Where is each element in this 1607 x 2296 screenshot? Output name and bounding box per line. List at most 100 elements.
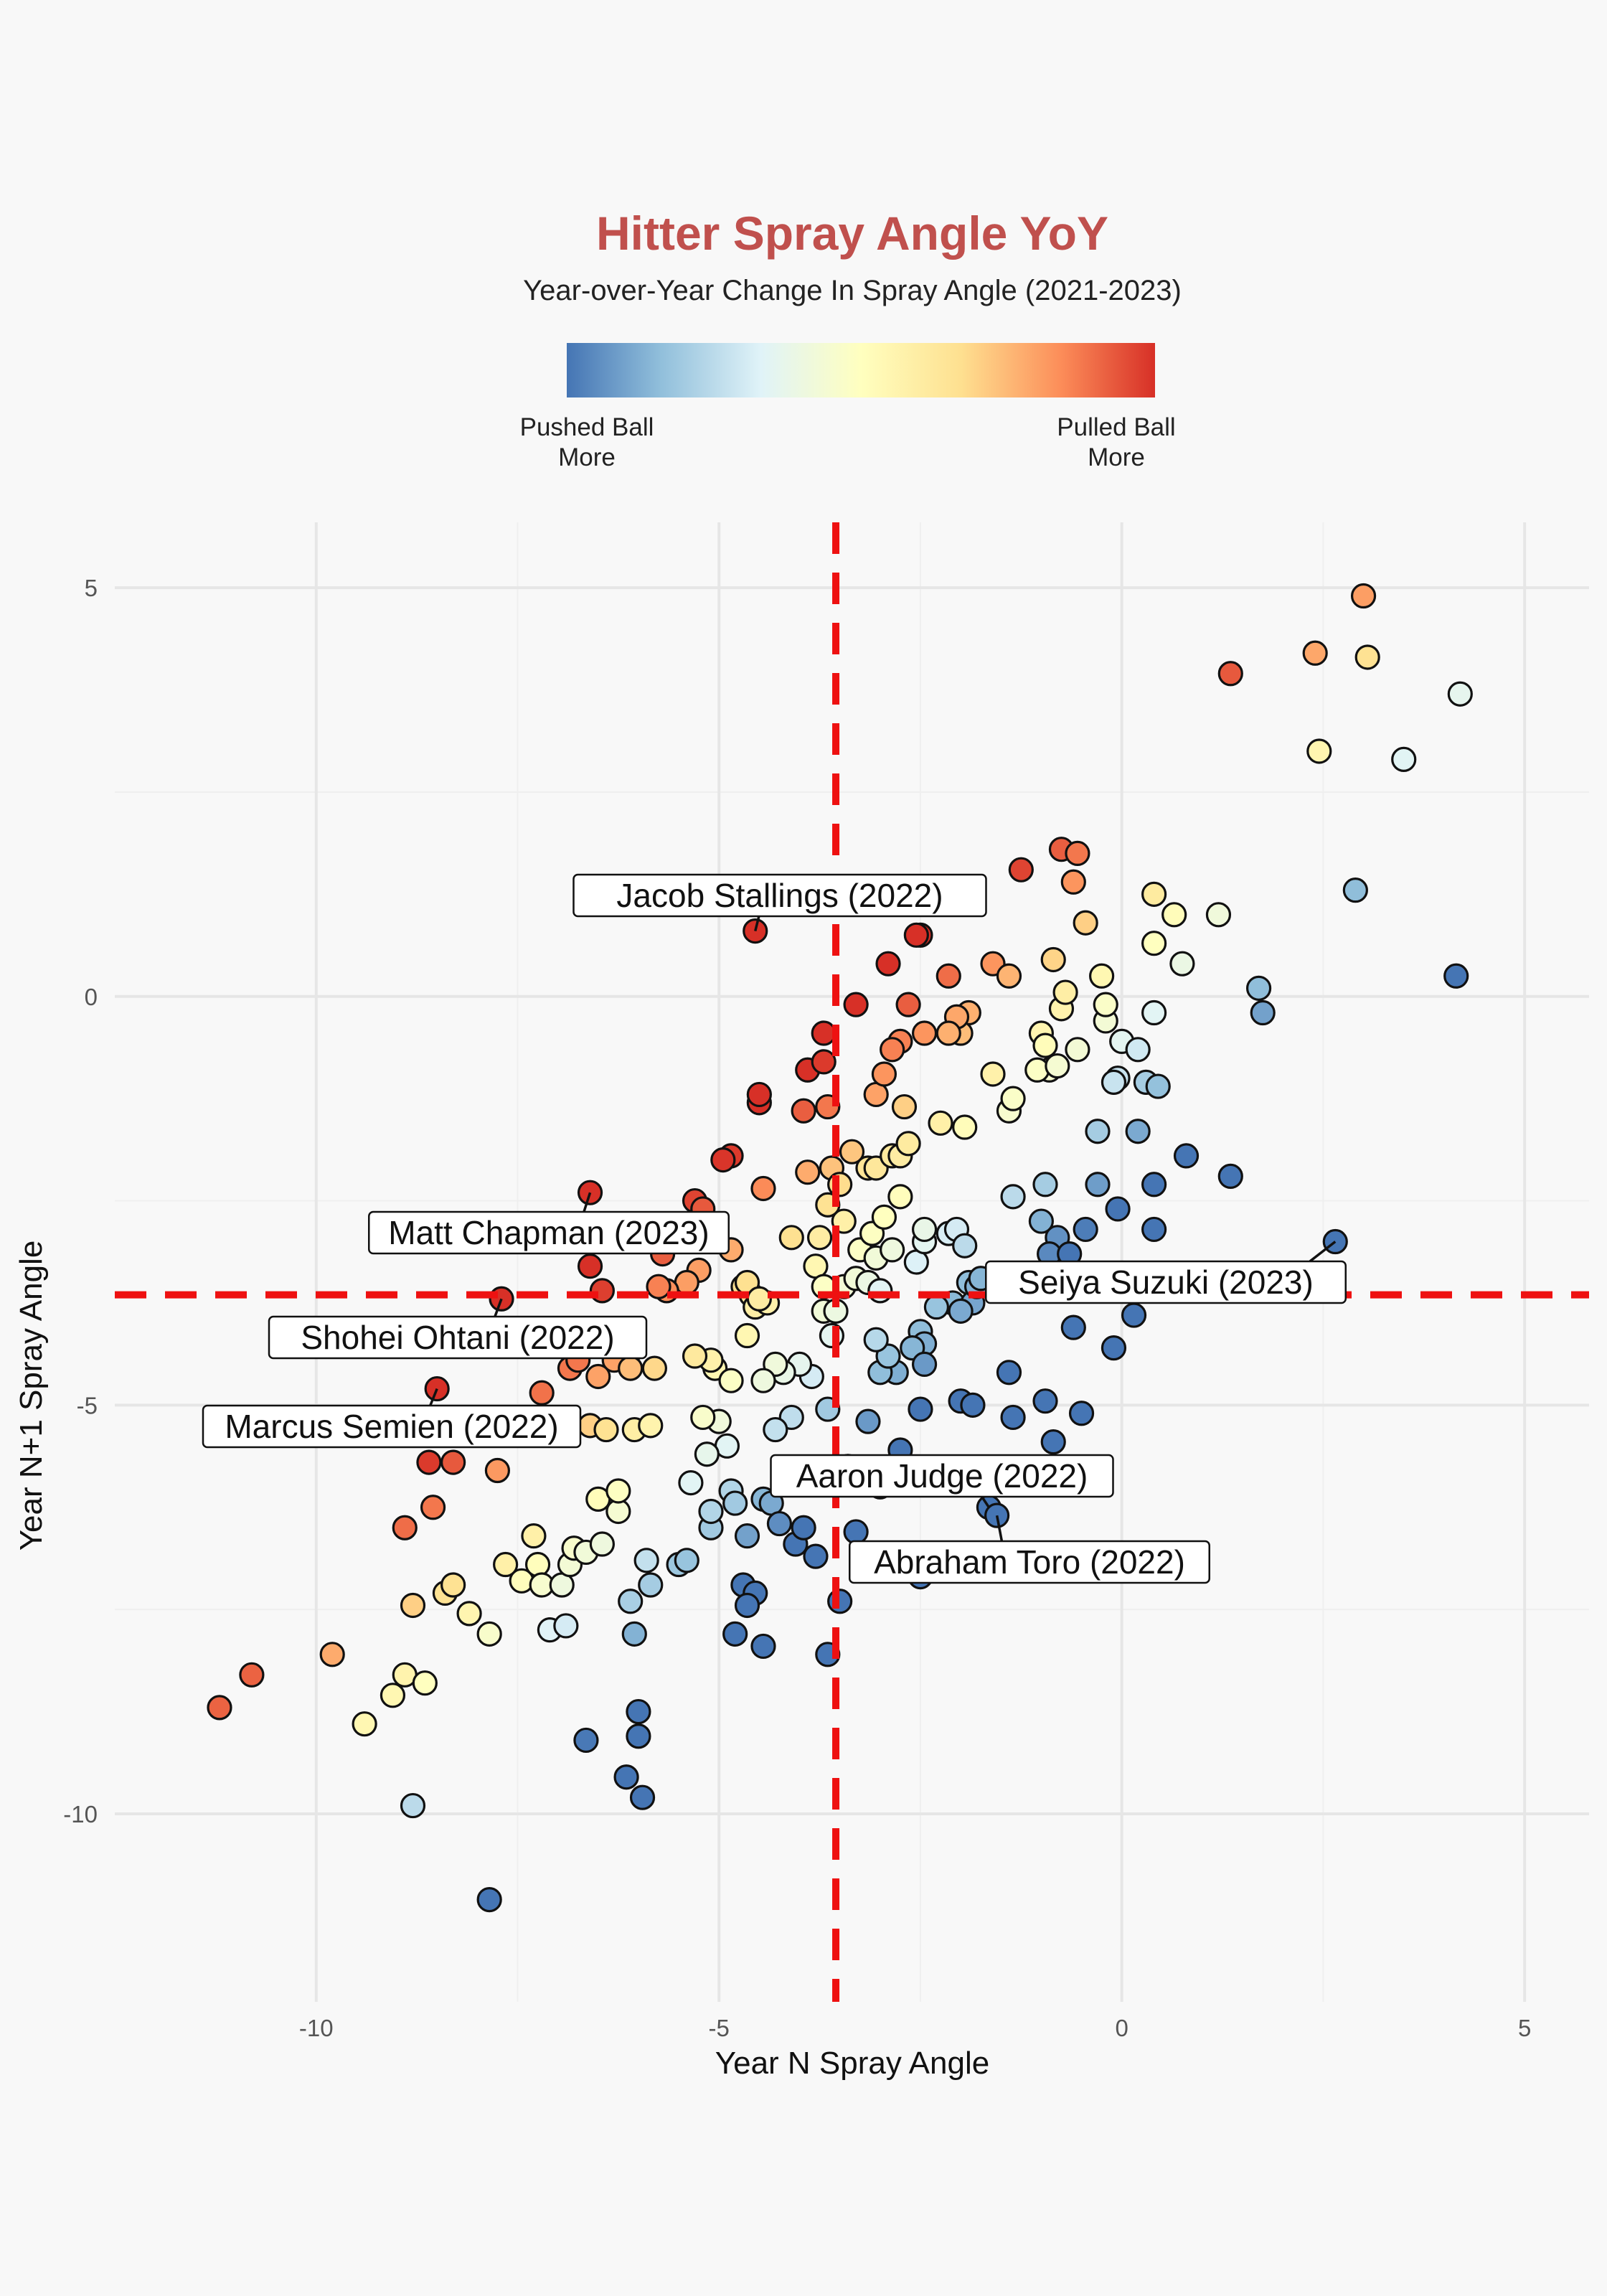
scatter-point <box>1068 1401 1095 1426</box>
scatter-point <box>1306 738 1332 764</box>
scatter-point <box>996 1360 1022 1385</box>
annotation-label: Jacob Stallings (2022) <box>572 873 987 932</box>
scatter-point <box>1250 999 1276 1026</box>
scatter-point <box>1032 1388 1058 1414</box>
annotation-label: Shohei Ohtani (2022) <box>268 1298 648 1360</box>
scatter-point <box>646 1274 671 1299</box>
scatter-point <box>980 1061 1006 1087</box>
scatter-point <box>827 1172 853 1198</box>
scatter-point <box>1085 1119 1111 1144</box>
scatter-point <box>392 1515 418 1540</box>
x-tick-label: 0 <box>1116 2015 1128 2041</box>
x-tick-label: -10 <box>299 2015 334 2041</box>
scatter-point <box>891 1093 918 1120</box>
annotation-text: Seiya Suzuki (2023) <box>1018 1264 1314 1301</box>
scatter-point <box>734 1592 760 1619</box>
scatter-point <box>1000 1184 1026 1210</box>
scatter-point <box>589 1278 615 1304</box>
scatter-point <box>1008 857 1034 883</box>
scatter-point <box>843 992 869 1017</box>
scatter-point <box>867 1278 893 1304</box>
y-tick-label: -10 <box>63 1801 98 1827</box>
scatter-point <box>722 1621 748 1647</box>
scatter-point <box>440 1572 466 1598</box>
scatter-point <box>613 1764 639 1790</box>
scatter-point <box>911 1351 938 1378</box>
scatter-point <box>1045 1053 1070 1079</box>
scatter-point <box>948 1298 974 1324</box>
scatter-point <box>440 1449 466 1475</box>
scatter-point <box>819 1322 845 1349</box>
scatter-point <box>484 1457 511 1484</box>
scatter-point <box>903 922 929 948</box>
scatter-point <box>843 1519 869 1545</box>
scatter-point <box>746 1081 772 1108</box>
scatter-point <box>1032 1032 1058 1058</box>
scatter-point <box>887 1184 913 1210</box>
scatter-point <box>1028 1208 1054 1234</box>
scatter-point <box>593 1416 619 1443</box>
scatter-point <box>1141 881 1167 907</box>
scatter-point <box>524 1551 551 1578</box>
scatter-point <box>674 1548 699 1573</box>
x-axis-title: Year N Spray Angle <box>715 2046 989 2081</box>
annotation-leader <box>429 1388 438 1406</box>
axis-ticks: -10 -5 0 5 5 0 -5 -10 <box>63 575 1531 2041</box>
scatter-point <box>734 1523 760 1549</box>
scatter-point <box>476 1886 502 1913</box>
scatter-point <box>778 1225 804 1251</box>
scatter-point <box>750 1175 776 1202</box>
scatter-point <box>875 951 901 977</box>
scatter-point <box>911 1020 938 1046</box>
points <box>207 583 1473 1913</box>
scatter-point <box>1342 878 1368 903</box>
scatter-point <box>871 1204 897 1230</box>
scatter-point <box>803 1543 829 1569</box>
scatter-point <box>1173 1143 1200 1169</box>
scatter-point <box>936 963 961 989</box>
scatter-point <box>1350 583 1377 609</box>
annotation-box <box>849 1540 1210 1584</box>
scatter-point <box>553 1613 579 1639</box>
scatter-point <box>621 1621 647 1647</box>
scatter-point <box>682 1343 708 1369</box>
scatter-point <box>722 1490 748 1516</box>
scatter-point <box>529 1380 555 1406</box>
scatter-point <box>420 1495 446 1520</box>
scatter-point <box>1443 963 1469 989</box>
scatter-point <box>1060 1314 1086 1340</box>
scatter-point <box>1245 975 1272 1001</box>
chart-subtitle: Year-over-Year Change In Spray Angle (20… <box>523 275 1182 306</box>
scatter-point <box>1391 746 1417 772</box>
scatter-point <box>1040 1429 1066 1455</box>
annotation-label: Aaron Judge (2022) <box>770 1454 1114 1508</box>
annotation-label: Abraham Toro (2022) <box>849 1515 1210 1584</box>
scatter-point <box>618 1589 644 1614</box>
scatter-point <box>750 1633 776 1660</box>
scatter-point <box>412 1670 438 1696</box>
scatter-point <box>863 1327 889 1352</box>
scatter-point <box>1101 1335 1127 1361</box>
annotation-leader <box>583 1192 592 1213</box>
y-axis-title: Year N+1 Spray Angle <box>14 1241 49 1551</box>
annotation-box <box>572 873 987 918</box>
scatter-point <box>795 1159 821 1185</box>
scatter-point <box>839 1139 865 1165</box>
scatter-point <box>1073 910 1098 936</box>
scatter-point <box>880 1237 905 1263</box>
scatter-point <box>698 1498 724 1525</box>
scatter-point <box>1105 1196 1131 1222</box>
scatter-point <box>633 1548 659 1573</box>
scatter-point <box>690 1404 716 1431</box>
scatter-point <box>400 1792 426 1819</box>
scatter-point <box>1161 902 1187 928</box>
scatter-point <box>605 1478 631 1504</box>
annotation-text: Aaron Judge (2022) <box>796 1457 1088 1495</box>
scatter-point <box>1447 681 1473 707</box>
scatter-point <box>638 1413 664 1439</box>
scatter-point <box>207 1695 232 1721</box>
annotation-text: Shohei Ohtani (2022) <box>301 1319 614 1356</box>
scatter-point <box>871 1061 897 1087</box>
scatter-point <box>1065 1037 1090 1063</box>
